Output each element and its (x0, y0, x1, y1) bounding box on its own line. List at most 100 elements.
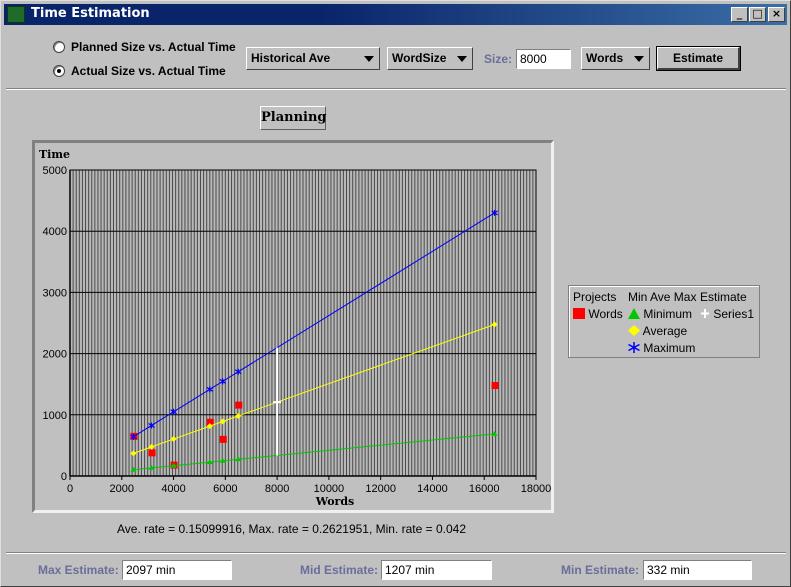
average-point (148, 443, 155, 450)
legend-label-series1: Series1 (713, 307, 755, 321)
mid-estimate-label: Mid Estimate: (300, 563, 379, 577)
legend-item-minimum: Minimum (628, 307, 692, 321)
maximum-point (148, 422, 155, 429)
y-tick-label: 1000 (43, 410, 67, 422)
white-range-icon (701, 309, 709, 318)
maximum-point (491, 209, 498, 216)
method-select[interactable]: Historical Ave (246, 47, 380, 70)
radio-actual-label: Actual Size vs. Actual Time (71, 64, 226, 78)
maximize-button[interactable]: □ (749, 7, 766, 22)
estimate-button[interactable]: Estimate (656, 46, 741, 71)
unit-select-value: Words (586, 51, 624, 65)
chart-frame: 0 1000 2000 3000 4000 5000 0 2000 4000 6000 8000 10… (32, 140, 554, 513)
chevron-down-icon (364, 56, 374, 62)
window-title: Time Estimation (31, 6, 150, 21)
size-label: Size: (484, 52, 513, 66)
chart: 0 1000 2000 3000 4000 5000 0 2000 4000 6000 8000 10… (39, 148, 551, 508)
x-tick-label: 16000 (469, 483, 500, 495)
red-square-icon (573, 308, 585, 319)
method-select-value: Historical Ave (251, 51, 331, 65)
chart-legend: Projects Min Ave Max Estimate Words Mini… (568, 285, 760, 358)
radio-circle-selected[interactable] (53, 65, 65, 77)
legend-label-words: Words (588, 307, 623, 321)
project-point (148, 449, 156, 457)
radio-actual-vs-actual[interactable]: Actual Size vs. Actual Time (53, 62, 226, 80)
x-tick-label: 18000 (521, 483, 551, 495)
project-point (491, 382, 499, 390)
maximum-point (206, 386, 214, 393)
app-icon (7, 6, 25, 23)
divider (6, 552, 786, 554)
x-tick-label: 0 (67, 483, 73, 495)
min-estimate-label: Min Estimate: (561, 563, 640, 577)
minimum-point (235, 456, 242, 462)
project-point (219, 435, 227, 443)
chevron-down-icon (457, 56, 467, 62)
close-button[interactable]: × (768, 7, 785, 22)
x-tick-label: 6000 (213, 483, 237, 495)
average-point (170, 436, 177, 443)
rates-text: Ave. rate = 0.15099916, Max. rate = 0.26… (117, 522, 467, 536)
divider (6, 88, 786, 90)
y-tick-label: 4000 (43, 226, 67, 238)
minimize-button[interactable]: _ (731, 7, 748, 22)
min-estimate-field[interactable]: 332 min (643, 560, 752, 580)
green-triangle-icon (628, 308, 640, 319)
minimum-point (148, 464, 155, 470)
y-tick-label: 2000 (43, 349, 67, 361)
maximum-point (130, 433, 137, 440)
legend-item-words: Words (573, 307, 623, 321)
size-type-select[interactable]: WordSize (387, 47, 473, 70)
minimum-point (219, 457, 226, 463)
blue-asterisk-icon (628, 342, 640, 353)
legend-item-average: Average (628, 324, 687, 338)
average-point (219, 418, 226, 425)
project-point (206, 418, 214, 426)
project-point (235, 401, 243, 409)
maximum-point (234, 368, 242, 375)
size-input[interactable]: 8000 (516, 49, 571, 69)
max-estimate-label: Max Estimate: (38, 563, 119, 577)
legend-label-minimum: Minimum (643, 307, 693, 321)
average-point (206, 423, 213, 430)
y-tick-label: 0 (61, 471, 67, 483)
yellow-diamond-icon (628, 325, 640, 336)
max-estimate-field[interactable]: 2097 min (122, 560, 232, 580)
y-tick-label: 5000 (43, 165, 67, 177)
minimum-point (491, 430, 498, 436)
maximum-point (170, 408, 177, 415)
size-type-select-value: WordSize (392, 51, 447, 65)
maximum-point (219, 378, 227, 385)
legend-header-projects: Projects (573, 290, 617, 304)
x-axis-label: Words (315, 495, 354, 508)
x-tick-label: 12000 (365, 483, 396, 495)
average-point (491, 321, 498, 328)
x-tick-label: 4000 (161, 483, 185, 495)
legend-label-maximum: Maximum (643, 341, 696, 355)
x-tick-label: 8000 (265, 483, 289, 495)
radio-planned-label: Planned Size vs. Actual Time (71, 40, 236, 54)
x-tick-label: 2000 (110, 483, 134, 495)
minimum-point (130, 466, 137, 472)
legend-item-maximum: Maximum (628, 341, 695, 355)
mid-estimate-field[interactable]: 1207 min (381, 560, 492, 580)
chevron-down-icon (634, 56, 644, 62)
legend-header-estimate: Estimate (700, 290, 747, 304)
x-tick-label: 14000 (417, 483, 448, 495)
legend-header-minavemax: Min Ave Max (628, 290, 697, 304)
legend-label-average: Average (642, 324, 688, 338)
radio-circle[interactable] (53, 41, 65, 53)
minimum-point (206, 459, 213, 465)
legend-item-series1: Series1 (700, 307, 754, 321)
radio-planned-vs-actual[interactable]: Planned Size vs. Actual Time (53, 38, 236, 56)
average-point (235, 412, 242, 419)
unit-select[interactable]: Words (581, 47, 650, 70)
y-tick-label: 3000 (43, 287, 67, 299)
average-point (130, 450, 137, 457)
minimum-point (170, 462, 177, 468)
title-bar[interactable]: Time Estimation _ □ × (4, 4, 787, 25)
y-axis-label: Time (39, 148, 70, 161)
x-tick-label: 10000 (314, 483, 345, 495)
chart-title: Planning (260, 106, 327, 130)
